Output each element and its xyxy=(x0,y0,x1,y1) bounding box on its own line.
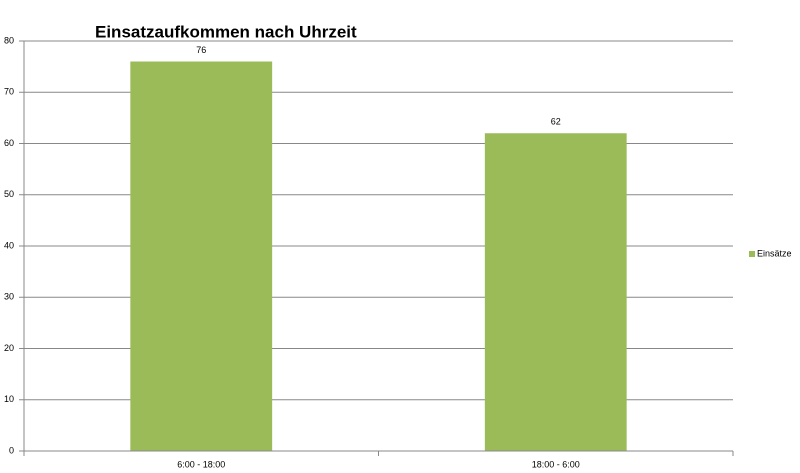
legend-swatch xyxy=(749,251,755,257)
y-tick-label: 40 xyxy=(4,240,14,250)
y-tick-label: 20 xyxy=(4,343,14,353)
x-tick-label: 18:00 - 6:00 xyxy=(532,459,580,469)
y-tick-label: 70 xyxy=(4,87,14,97)
chart-title: Einsatzaufkommen nach Uhrzeit xyxy=(95,22,357,41)
y-tick-label: 60 xyxy=(4,138,14,148)
y-tick-label: 30 xyxy=(4,292,14,302)
y-tick-label: 10 xyxy=(4,394,14,404)
y-tick-label: 50 xyxy=(4,189,14,199)
data-label: 76 xyxy=(196,45,206,55)
y-tick-label: 80 xyxy=(4,35,14,45)
x-tick-label: 6:00 - 18:00 xyxy=(177,459,225,469)
y-tick-label: 0 xyxy=(9,445,14,455)
bar xyxy=(130,61,273,451)
bar xyxy=(484,133,627,451)
data-label: 62 xyxy=(551,117,561,127)
legend-label: Einsätze xyxy=(757,248,792,258)
